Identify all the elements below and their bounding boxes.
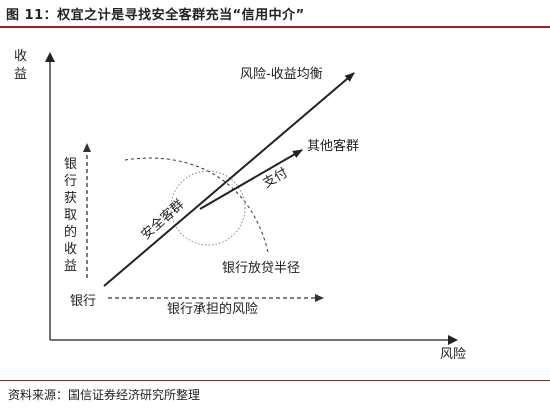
source-note: 资料来源：国信证券经济研究所整理: [8, 388, 201, 402]
lending-radius-label: 银行放贷半径: [222, 261, 300, 276]
bank-income-char-4: 取: [64, 208, 77, 223]
figure-title: 图 11：权宜之计是寻找安全客群充当“信用中介”: [6, 8, 305, 23]
other-customers-label: 其他客群: [307, 138, 359, 154]
bank-income-char-6: 收: [64, 242, 77, 257]
bank-income-char-5: 的: [64, 224, 77, 240]
safe-customers-circle: [170, 170, 246, 246]
source-divider: [0, 380, 550, 381]
lending-radius-arc: [124, 157, 269, 253]
y-axis-label-1: 收: [14, 49, 27, 64]
bank-income-char-1: 银: [64, 157, 77, 172]
x-axis-arrow: [448, 335, 458, 345]
bank-income-char-2: 行: [64, 174, 77, 189]
title-divider: [0, 26, 550, 28]
y-axis-arrow: [45, 52, 55, 62]
bank-risk-arrowhead: [315, 294, 324, 302]
bank-risk-label: 银行承担的风险: [167, 301, 258, 317]
risk-return-arrow: [103, 72, 355, 287]
payment-arrow: [199, 149, 303, 210]
origin-label: 银行: [70, 294, 96, 309]
risk-return-balance-label: 风险-收益均衡: [240, 67, 323, 82]
bank-income-char-7: 益: [64, 259, 77, 274]
bank-income-char-3: 获: [64, 191, 77, 206]
bank-income-arrowhead: [83, 143, 91, 152]
bank-income-label: 银 行 获 取 的 收 益: [64, 157, 77, 274]
x-axis-label: 风险: [440, 347, 466, 362]
payment-label: 支付: [261, 165, 291, 191]
y-axis-label-2: 益: [14, 67, 27, 82]
